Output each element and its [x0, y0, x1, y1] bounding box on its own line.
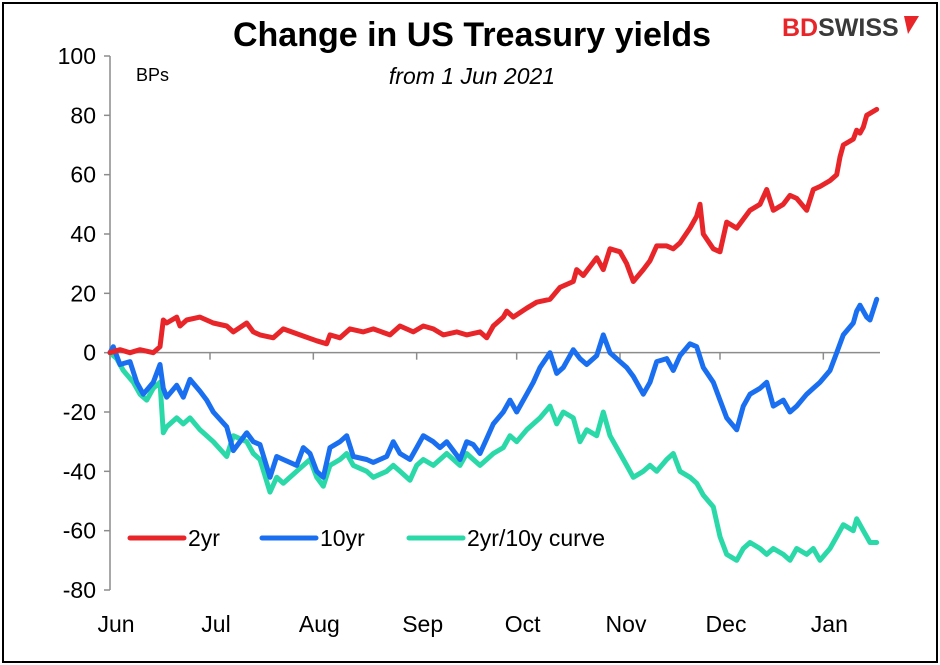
x-axis: Jun Jul Aug Sep Oct Nov Dec Jan	[97, 351, 880, 637]
legend: 2yr 10yr 2yr/10y curve	[127, 525, 605, 551]
series-line-2yr	[107, 106, 880, 356]
y-tick-label: -80	[63, 577, 96, 603]
x-tick-label: Jan	[811, 611, 848, 637]
y-tick-label: 80	[70, 102, 96, 128]
y-tick-label: 0	[83, 340, 96, 366]
y-tick-label: 100	[58, 43, 96, 69]
chart-subtitle: from 1 Jun 2021	[389, 63, 555, 89]
y-tick-label: -40	[63, 458, 96, 484]
logo-text-swiss: SWISS	[818, 14, 899, 42]
y-axis-unit-label: BPs	[136, 65, 169, 85]
x-tick-label: Aug	[299, 611, 340, 637]
x-tick-label: Dec	[706, 611, 747, 637]
y-tick-label: -60	[63, 518, 96, 544]
y-tick-label: 60	[70, 162, 96, 188]
y-tick-label: -20	[63, 399, 96, 425]
line-chart: Change in US Treasury yields from 1 Jun …	[58, 14, 919, 637]
series-line-10yr	[107, 296, 880, 480]
x-tick-label: Oct	[505, 611, 541, 637]
legend-label: 2yr/10y curve	[467, 525, 605, 551]
x-tick-label: Jul	[201, 611, 230, 637]
brand-logo: BDSWISS	[782, 14, 919, 42]
svg-text:BDSWISS: BDSWISS	[782, 14, 899, 42]
x-tick-label: Jun	[97, 611, 134, 637]
y-tick-label: 40	[70, 221, 96, 247]
logo-text-bd: BD	[782, 14, 818, 42]
legend-label: 2yr	[188, 525, 220, 551]
legend-label: 10yr	[320, 525, 365, 551]
y-tick-label: 20	[70, 280, 96, 306]
series-lines	[107, 106, 880, 563]
logo-arrow-icon	[904, 16, 919, 34]
x-tick-label: Nov	[606, 611, 647, 637]
x-tick-label: Sep	[402, 611, 443, 637]
y-axis: -80 -60 -40 -20 0 20 40 60 80 100	[58, 43, 111, 603]
chart-title: Change in US Treasury yields	[233, 16, 711, 54]
